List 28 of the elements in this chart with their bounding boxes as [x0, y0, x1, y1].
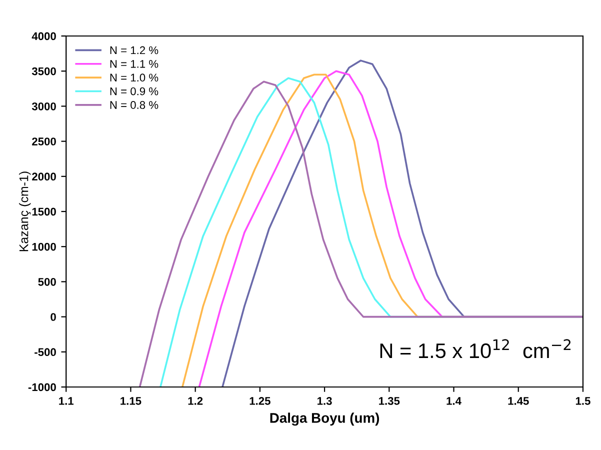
legend-label: N = 0.9 %: [110, 87, 158, 96]
y-tick-label: 4000: [32, 32, 56, 40]
x-tick-label: 1.3: [318, 397, 332, 405]
y-tick-label: 1500: [32, 208, 56, 216]
y-tick-label: 3500: [32, 67, 56, 76]
y-axis-title: Kazanç (cm-1): [19, 172, 31, 252]
x-tick-label: 1.1: [59, 397, 74, 405]
legend-label: N = 1.1 %: [110, 60, 158, 68]
x-tick-label: 1.5: [576, 397, 590, 405]
y-tick-label: 2500: [32, 138, 56, 146]
annotation: N = 1.5 x 10$^{12}$ cm$^{−2}$: [380, 339, 570, 358]
y-tick-label: 3000: [32, 102, 56, 110]
y-tick-label: -500: [34, 348, 56, 356]
x-tick-label: 1.4: [446, 397, 462, 405]
y-tick-label: 2000: [32, 172, 56, 181]
x-tick-label: 1.15: [120, 397, 142, 405]
y-tick-label: 0: [50, 313, 56, 321]
legend-label: N = 1.2 %: [110, 46, 158, 54]
x-tick-label: 1.35: [379, 397, 400, 405]
y-tick-label: 1000: [32, 242, 56, 251]
x-tick-label: 1.45: [508, 397, 529, 405]
x-axis-title: Dalga Boyu (um): [270, 412, 380, 426]
x-tick-label: 1.25: [250, 397, 270, 405]
y-tick-label: -1000: [28, 383, 56, 392]
y-tick-label: 500: [38, 278, 56, 286]
legend-label: N = 1.0 %: [110, 74, 158, 82]
x-tick-label: 1.2: [188, 397, 203, 405]
legend-label: N = 0.8 %: [110, 101, 158, 109]
